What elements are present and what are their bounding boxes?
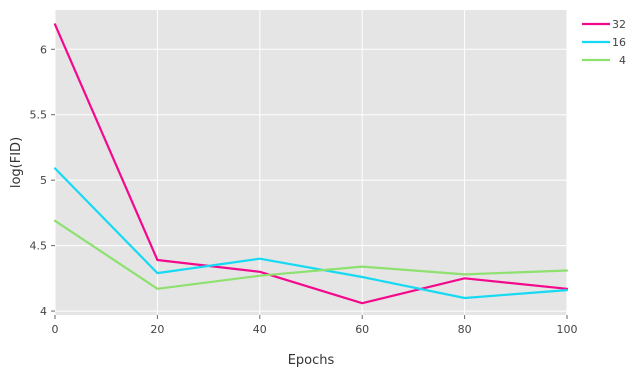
legend-item-4[interactable]: 4 xyxy=(582,54,626,67)
x-tick-label: 80 xyxy=(458,323,472,336)
series-line-16 xyxy=(53,167,569,300)
y-tick-label: 6 xyxy=(40,43,47,56)
legend-label: 16 xyxy=(612,36,626,49)
x-tick-label: 60 xyxy=(355,323,369,336)
x-axis-title: Epochs xyxy=(288,353,335,368)
y-tick-label: 5.5 xyxy=(30,109,48,122)
legend-label: 32 xyxy=(612,18,626,31)
series-line-32 xyxy=(53,23,569,305)
series-line-4 xyxy=(53,219,569,290)
legend-item-16[interactable]: 16 xyxy=(582,36,626,49)
y-tick-label: 5 xyxy=(40,174,47,187)
x-axis-ticks: 0 20 40 60 80 100 xyxy=(52,315,578,336)
x-tick-label: 20 xyxy=(150,323,164,336)
x-tick-label: 40 xyxy=(253,323,267,336)
legend[interactable]: 32 16 4 xyxy=(582,18,626,67)
grid-lines xyxy=(54,10,568,315)
legend-item-32[interactable]: 32 xyxy=(582,18,626,31)
y-tick-label: 4 xyxy=(40,305,47,318)
legend-label: 4 xyxy=(619,54,626,67)
x-tick-label: 0 xyxy=(52,323,59,336)
x-tick-label: 100 xyxy=(557,323,578,336)
y-axis-title: log(FID) xyxy=(9,137,24,188)
series-lines xyxy=(53,23,569,305)
y-axis-ticks: 4 4.5 5 5.5 6 xyxy=(30,43,55,318)
plot-background xyxy=(55,10,567,315)
y-tick-label: 4.5 xyxy=(30,240,48,253)
